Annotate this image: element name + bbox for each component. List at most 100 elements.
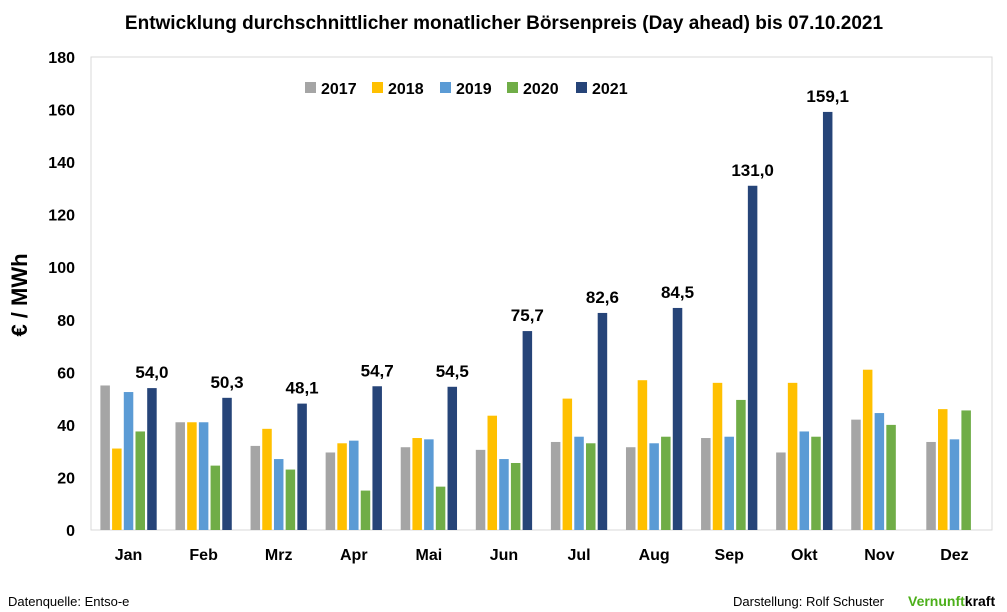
bar-2019-Jun bbox=[499, 459, 509, 530]
bar-2019-Sep bbox=[724, 436, 734, 530]
bar-2020-Nov bbox=[886, 424, 896, 530]
bar-2018-Nov bbox=[862, 369, 873, 530]
footer-credit: Darstellung: Rolf Schuster bbox=[733, 594, 885, 609]
bar-2020-Sep bbox=[736, 399, 746, 530]
bar-2020-Jul bbox=[585, 443, 596, 530]
x-tick-label: Jun bbox=[490, 547, 518, 564]
x-tick-label: Dez bbox=[940, 547, 968, 564]
y-tick-label: 20 bbox=[57, 470, 75, 487]
bar-2020-Feb bbox=[210, 465, 221, 530]
bar-2019-Aug bbox=[649, 443, 659, 530]
x-tick-label: Nov bbox=[864, 547, 894, 564]
bar-2020-Dez bbox=[961, 410, 971, 530]
plot-area: 0 20 40 60 80 100 120 140 160 180 Jan 54,0 Feb 50,3 Mr… bbox=[48, 50, 993, 564]
bar-2017-Jun bbox=[475, 449, 486, 530]
y-tick-label: 180 bbox=[48, 50, 75, 67]
bar-2017-Mai bbox=[400, 447, 411, 530]
bar-2019-Nov bbox=[874, 413, 885, 530]
bar-2020-Okt bbox=[811, 436, 821, 530]
bar-2017-Mrz bbox=[250, 445, 261, 530]
y-tick-label: 120 bbox=[48, 208, 75, 225]
bar-2017-Aug bbox=[625, 447, 636, 530]
bar-2021-Jan bbox=[147, 388, 157, 530]
y-tick-label: 100 bbox=[48, 260, 75, 277]
legend-label-2017: 2017 bbox=[321, 81, 357, 98]
y-axis-title: € / MWh bbox=[7, 253, 32, 336]
x-tick-label: Sep bbox=[715, 547, 745, 564]
x-tick-label: Mai bbox=[416, 547, 443, 564]
bar-2020-Mrz bbox=[285, 469, 296, 530]
legend-label-2020: 2020 bbox=[523, 81, 559, 98]
bar-2017-Jul bbox=[550, 441, 561, 530]
x-tick-label: Jul bbox=[567, 547, 590, 564]
bar-2017-Apr bbox=[325, 452, 336, 530]
bar-2021-Apr bbox=[372, 386, 382, 530]
x-tick-label: Okt bbox=[791, 547, 818, 564]
y-tick-label: 140 bbox=[48, 155, 75, 172]
data-label-2021-Mai: 54,5 bbox=[436, 362, 469, 381]
y-tick-label: 40 bbox=[57, 418, 75, 435]
legend-swatch-2020 bbox=[507, 82, 518, 93]
brand-part-1: Vernunft bbox=[908, 593, 965, 609]
bar-2017-Jan bbox=[100, 385, 110, 530]
bar-2019-Feb bbox=[198, 422, 209, 530]
bar-2018-Dez bbox=[938, 409, 948, 530]
x-tick-label: Apr bbox=[340, 547, 368, 564]
data-label-2021-Apr: 54,7 bbox=[361, 361, 394, 380]
bar-2018-Okt bbox=[787, 382, 798, 530]
bar-2021-Sep bbox=[747, 185, 758, 530]
bar-2020-Jun bbox=[510, 462, 521, 530]
y-tick-label: 0 bbox=[66, 523, 75, 540]
bar-2017-Dez bbox=[926, 441, 936, 530]
bar-2019-Apr bbox=[349, 440, 359, 530]
data-label-2021-Aug: 84,5 bbox=[661, 283, 694, 302]
bar-2019-Jul bbox=[574, 436, 584, 530]
bar-2021-Okt bbox=[822, 111, 833, 530]
bar-2019-Dez bbox=[949, 439, 960, 530]
bar-2021-Mai bbox=[447, 386, 458, 530]
bar-2017-Sep bbox=[701, 438, 711, 530]
legend-swatch-2018 bbox=[372, 82, 383, 93]
bar-2017-Feb bbox=[175, 422, 185, 530]
data-label-2021-Jun: 75,7 bbox=[511, 306, 544, 325]
legend-label-2021: 2021 bbox=[592, 81, 628, 98]
y-axis-title-wrap: € / MWh bbox=[7, 253, 32, 336]
bar-2018-Jun bbox=[487, 415, 498, 530]
bar-2020-Apr bbox=[360, 490, 371, 530]
bar-2020-Mai bbox=[435, 486, 446, 530]
data-label-2021-Okt: 159,1 bbox=[806, 87, 849, 106]
x-tick-label: Aug bbox=[639, 547, 670, 564]
bar-2020-Aug bbox=[661, 436, 671, 530]
bar-2018-Feb bbox=[187, 422, 197, 530]
y-tick-label: 80 bbox=[57, 313, 75, 330]
footer-source: Datenquelle: Entso-e bbox=[8, 594, 130, 609]
bar-2020-Jan bbox=[135, 431, 145, 530]
data-label-2021-Jul: 82,6 bbox=[586, 288, 619, 307]
x-tick-label: Jan bbox=[115, 547, 143, 564]
bar-2019-Mrz bbox=[273, 459, 284, 530]
y-tick-label: 60 bbox=[57, 365, 75, 382]
bar-2018-Aug bbox=[637, 380, 648, 530]
bar-2018-Apr bbox=[337, 443, 347, 530]
bar-2017-Okt bbox=[776, 452, 786, 530]
bar-2021-Jun bbox=[522, 331, 533, 530]
legend-label-2019: 2019 bbox=[456, 81, 492, 98]
plot-border bbox=[90, 56, 993, 531]
bar-2018-Jan bbox=[112, 448, 122, 530]
brand-part-2: kraft bbox=[964, 593, 996, 609]
legend-swatch-2019 bbox=[440, 82, 451, 93]
footer-brand: Vernunftkraft bbox=[908, 593, 995, 609]
legend-swatch-2017 bbox=[305, 82, 316, 93]
bar-2018-Mrz bbox=[262, 428, 272, 530]
data-label-2021-Mrz: 48,1 bbox=[286, 379, 319, 398]
bar-2021-Feb bbox=[222, 397, 232, 530]
bar-2018-Sep bbox=[712, 382, 723, 530]
bar-2018-Mai bbox=[412, 438, 422, 530]
data-label-2021-Jan: 54,0 bbox=[135, 363, 168, 382]
bar-2019-Mai bbox=[424, 439, 434, 530]
bar-2019-Jan bbox=[123, 392, 134, 530]
legend-label-2018: 2018 bbox=[388, 81, 424, 98]
chart-title: Entwicklung durchschnittlicher monatlich… bbox=[125, 13, 884, 34]
bar-2021-Mrz bbox=[297, 403, 307, 530]
